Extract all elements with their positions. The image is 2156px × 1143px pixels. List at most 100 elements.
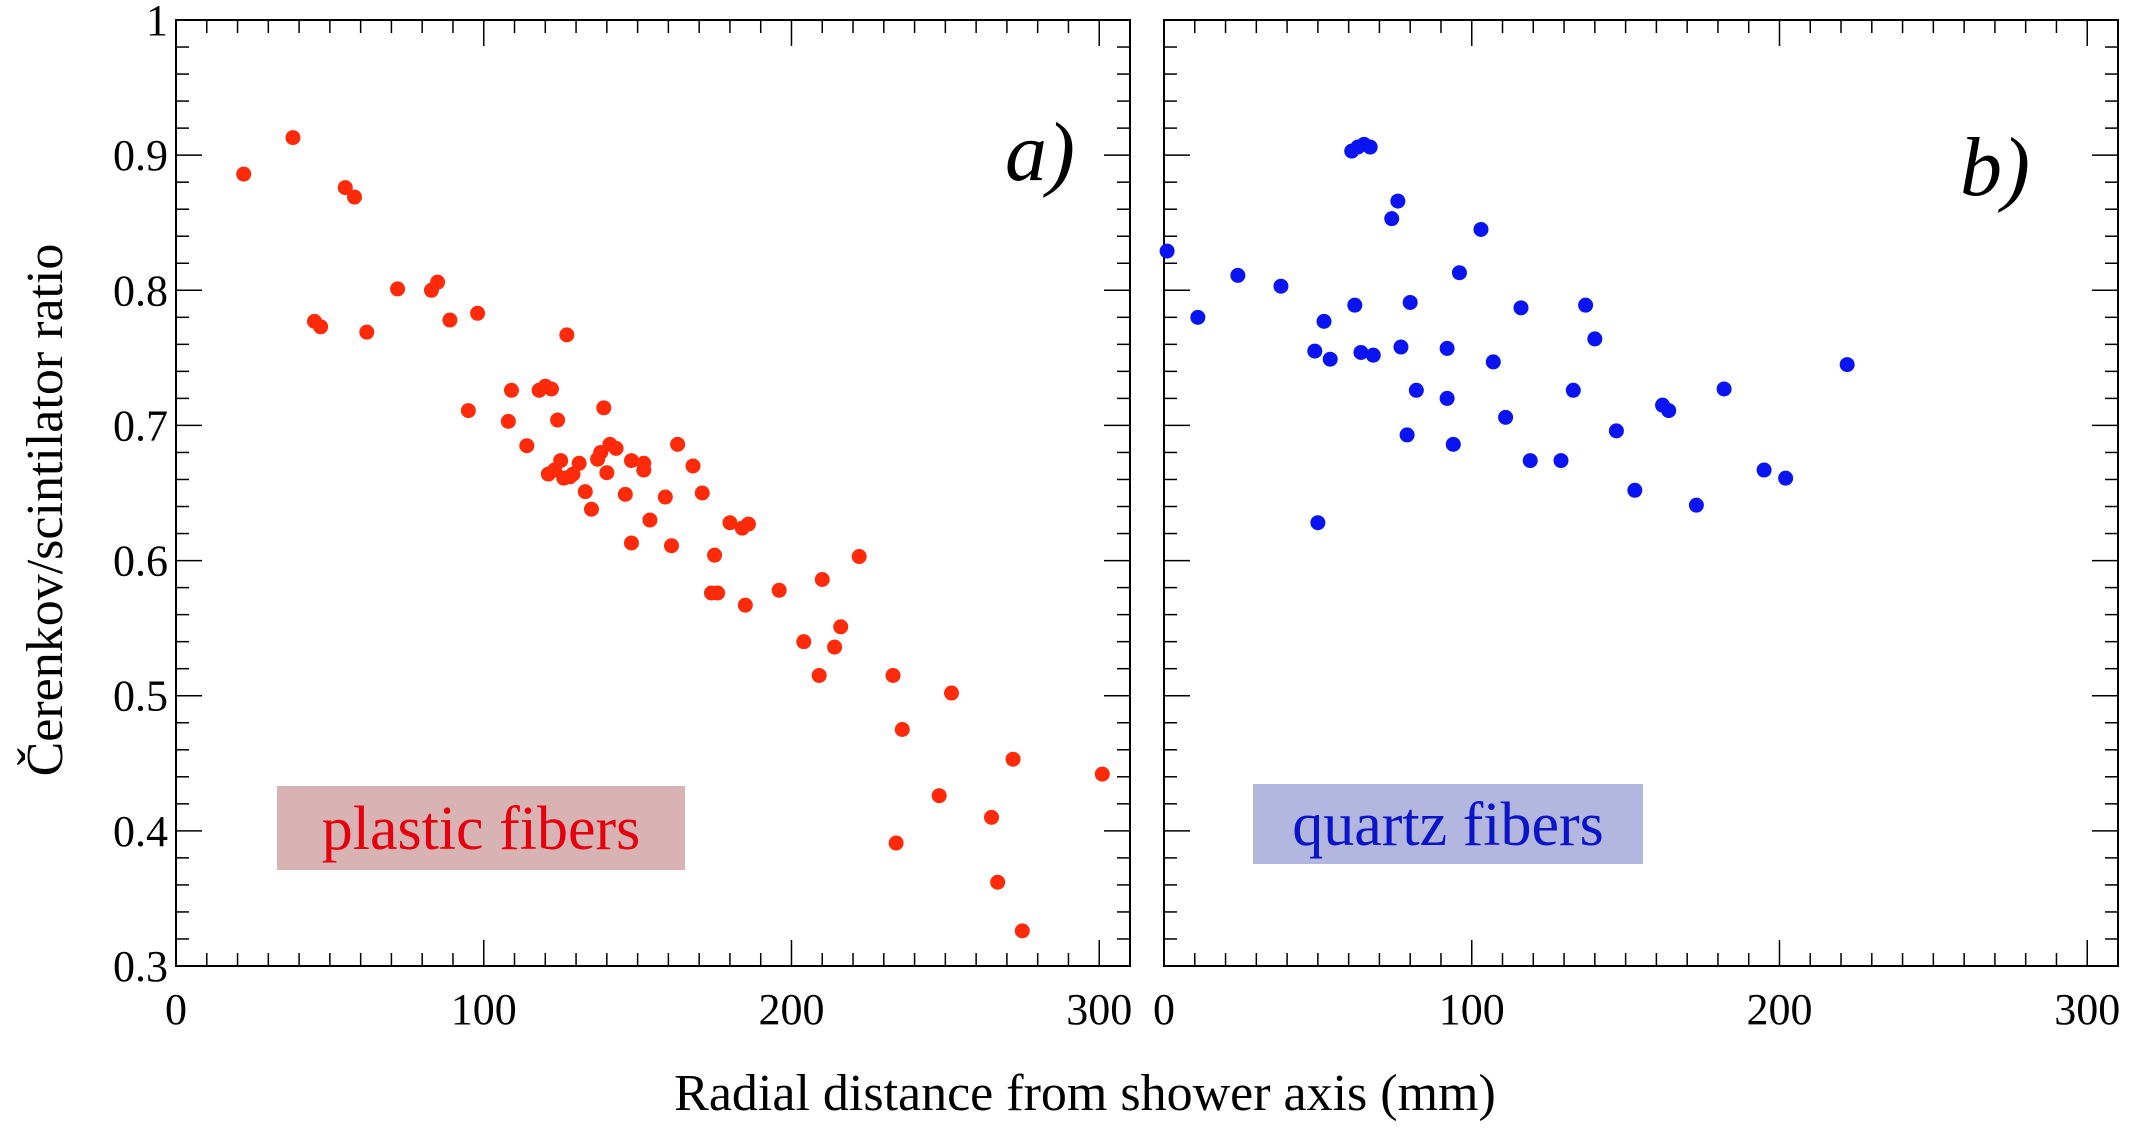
data-point (851, 549, 867, 565)
series-label: quartz fibers (1292, 791, 1604, 859)
data-point (1451, 265, 1467, 281)
data-point (1399, 427, 1415, 443)
panel-tag: a) (1005, 106, 1075, 199)
data-point (390, 281, 406, 297)
data-point (771, 582, 787, 598)
data-point (285, 130, 301, 146)
data-point (571, 455, 587, 471)
x-tick-label: 200 (758, 985, 824, 1034)
y-tick-label: 0.5 (113, 672, 168, 721)
data-point (1390, 193, 1406, 209)
data-point (1307, 343, 1323, 359)
data-point (707, 547, 723, 563)
data-point (1439, 340, 1455, 356)
data-point (1661, 403, 1677, 419)
data-point (984, 809, 1000, 825)
data-point (346, 189, 362, 205)
data-point (796, 634, 812, 650)
panel-b: 0 100 200 300 quartz fibers b) (1153, 19, 2120, 1034)
data-point (1230, 267, 1246, 283)
data-point (313, 319, 329, 335)
data-point (617, 486, 633, 502)
data-point (663, 538, 679, 554)
x-tick-label: 300 (1066, 985, 1132, 1034)
panel-a: 0 100 200 300 0.3 0.4 0.5 0.6 0.7 0.8 0.9 1 plastic … (113, 0, 1132, 1034)
data-point (460, 403, 476, 419)
data-point (833, 619, 849, 635)
series-label-box (1253, 784, 1643, 864)
data-point (685, 458, 701, 474)
data-point (470, 305, 486, 321)
data-point (894, 722, 910, 737)
x-tick-label: 100 (451, 985, 517, 1034)
data-point (1365, 347, 1381, 363)
data-point (337, 180, 353, 196)
data-point (1473, 221, 1489, 237)
data-point (670, 436, 686, 452)
data-point (1627, 482, 1643, 498)
data-point (236, 166, 252, 182)
x-tick-label: 200 (1746, 985, 1812, 1034)
data-point (1408, 382, 1424, 398)
data-point (553, 453, 569, 469)
data-point (1014, 923, 1030, 939)
data-point (885, 667, 901, 683)
data-point (814, 571, 830, 587)
data-point (1485, 354, 1501, 370)
data-point (740, 516, 756, 532)
x-tick-label: 0 (1153, 985, 1175, 1034)
data-point (990, 874, 1006, 890)
data-point (577, 484, 593, 500)
data-point (827, 639, 843, 655)
data-point (608, 440, 624, 456)
y-tick-label: 0.6 (113, 537, 168, 586)
data-point (500, 413, 516, 429)
panel-tag: b) (1960, 121, 2030, 214)
data-point (1553, 453, 1569, 469)
data-point (596, 400, 612, 416)
data-point (710, 585, 726, 601)
data-point (430, 274, 446, 290)
data-point (623, 453, 639, 469)
series-label: plastic fibers (322, 795, 641, 863)
y-tick-label: 0.4 (113, 807, 168, 856)
y-tick-label: 1 (146, 0, 168, 45)
data-point (503, 382, 519, 398)
data-point (359, 324, 375, 340)
data-point (1445, 436, 1461, 452)
data-point (1498, 409, 1514, 425)
data-point (623, 535, 639, 551)
data-point (1756, 462, 1772, 478)
data-point (1273, 278, 1289, 294)
data-point (599, 465, 615, 481)
data-point (694, 485, 710, 501)
data-point (1353, 344, 1369, 360)
data-point (1310, 515, 1326, 531)
data-point (944, 685, 960, 701)
data-point (1393, 339, 1409, 355)
x-tick-label: 100 (1439, 985, 1505, 1034)
plot-frame (175, 19, 1131, 967)
data-point (550, 412, 566, 428)
y-tick-label: 0.7 (113, 401, 168, 450)
data-point (543, 381, 559, 397)
series-label-box (277, 786, 685, 870)
data-point (1778, 470, 1794, 486)
y-tick-label: 0.8 (113, 266, 168, 315)
data-point (1005, 751, 1021, 767)
data-point (1316, 313, 1332, 329)
x-tick-label: 300 (2054, 985, 2120, 1034)
data-point (642, 512, 658, 528)
data-point (1565, 382, 1581, 398)
data-point (1716, 381, 1732, 397)
y-tick-label: 0.9 (113, 131, 168, 180)
data-point (811, 667, 827, 683)
data-point (583, 501, 599, 517)
data-point (1190, 309, 1206, 325)
data-point (636, 455, 652, 471)
data-point (722, 515, 738, 531)
data-point (1608, 423, 1624, 439)
data-point (1688, 497, 1704, 513)
y-axis-title: Čerenkov/scintilator ratio (16, 244, 74, 777)
data-point (888, 835, 904, 851)
